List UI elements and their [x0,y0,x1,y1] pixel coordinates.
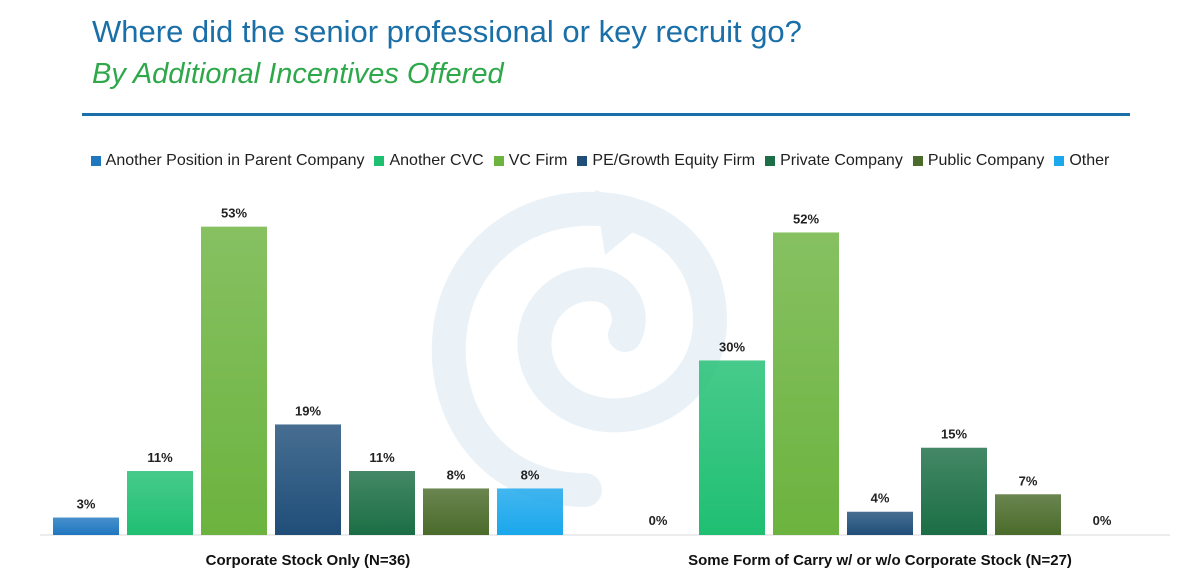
legend-label: PE/Growth Equity Firm [592,152,756,169]
legend-item: PE/Growth Equity Firm [577,152,755,170]
data-label: 11% [147,450,173,465]
bar [995,494,1061,535]
data-label: 3% [77,497,96,512]
bar [699,360,765,535]
legend-swatch [765,156,776,166]
data-label: 4% [871,491,890,506]
data-label: 0% [1093,513,1112,528]
swirl-watermark-icon [431,190,728,507]
bar [847,511,913,535]
bar [497,488,563,535]
data-label: 7% [1019,473,1038,488]
data-label: 53% [221,206,247,221]
data-label: 8% [521,467,540,482]
data-label: 30% [719,339,745,354]
bar [921,447,987,535]
data-label: 0% [649,513,668,528]
legend-swatch [1054,156,1065,166]
legend-item: Other [1054,152,1109,170]
legend-label: Public Company [927,152,1045,169]
legend-item: Another CVC [374,152,484,170]
data-label: 8% [447,467,466,482]
bar [773,232,839,536]
legend-label: Another Position in Parent Company [105,152,365,169]
legend-swatch [90,156,101,166]
bar [275,424,341,535]
bar [53,517,119,535]
data-label: 52% [793,211,819,226]
category-label: Some Form of Carry w/ or w/o Corporate S… [688,552,1072,569]
legend-item: VC Firm [493,152,568,170]
category-label: Corporate Stock Only (N=36) [206,552,411,569]
legend-label: Other [1069,152,1110,169]
bar [423,488,489,535]
legend-item: Private Company [765,152,903,170]
data-label: 11% [369,450,395,465]
bar [201,226,267,536]
legend-label: Another CVC [389,152,484,169]
legend-item: Public Company [912,152,1045,170]
legend-swatch [912,156,923,166]
data-label: 15% [941,427,967,442]
chart-title: Where did the senior professional or key… [92,14,802,49]
legend-item: Another Position in Parent Company [90,152,365,170]
legend-swatch [493,156,504,166]
chart-subtitle: By Additional Incentives Offered [92,58,504,90]
legend-swatch [577,156,588,166]
data-label: 19% [295,403,321,418]
legend-swatch [374,156,385,166]
title-divider [82,113,1130,116]
bar [349,471,415,535]
legend-label: Private Company [780,152,903,169]
legend-label: VC Firm [508,152,568,169]
chart-legend: Another Position in Parent Company Anoth… [0,152,1200,170]
bar [127,471,193,535]
